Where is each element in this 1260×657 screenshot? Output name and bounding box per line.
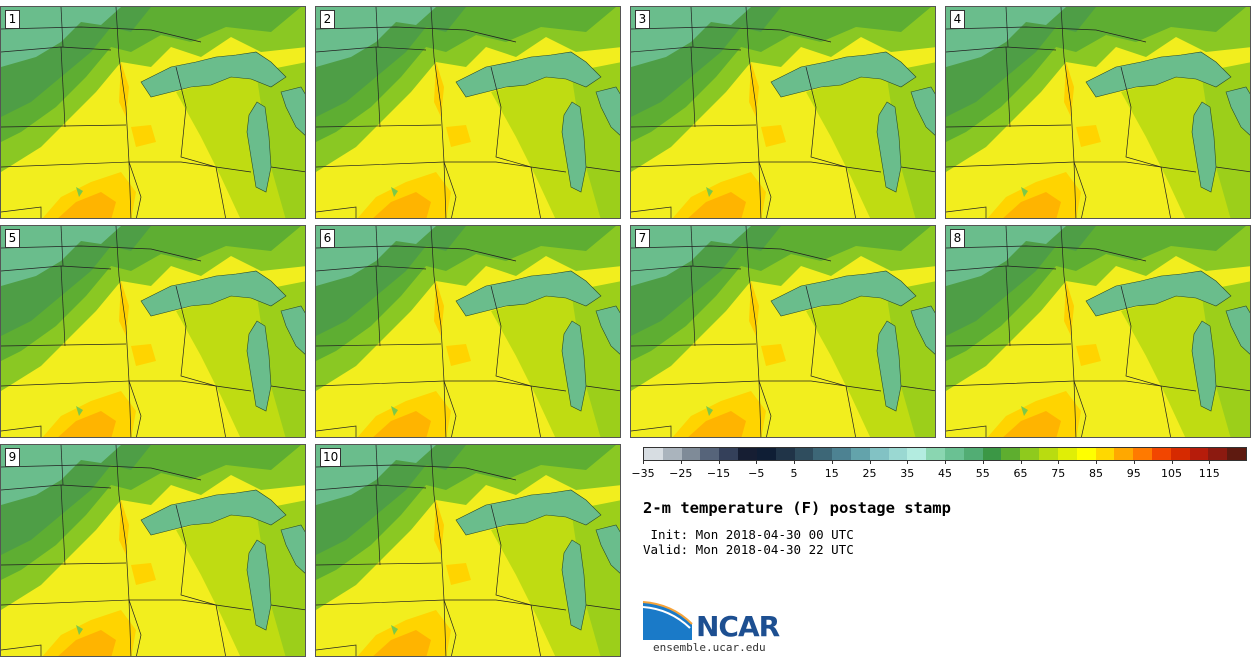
map-panel-6: 6 [315, 225, 621, 438]
colorbar-tick-mark [1020, 460, 1022, 464]
panel-number-label: 9 [5, 448, 20, 467]
panel-number-label: 5 [5, 229, 20, 248]
colorbar-tick-label: 5 [790, 467, 798, 480]
colorbar-swatch [662, 448, 682, 460]
colorbar-tick-label: 75 [1051, 467, 1066, 480]
colorbar-tick-label: 15 [824, 467, 839, 480]
colorbar-tick-label: 25 [862, 467, 877, 480]
colorbar-tick-label: 85 [1089, 467, 1103, 480]
map-panel-7: 7 [630, 225, 936, 438]
colorbar-swatch [719, 448, 739, 460]
map-panel-9: 9 [0, 444, 306, 657]
colorbar-tick-label: 35 [900, 467, 915, 480]
colorbar-tick-label: 55 [975, 467, 990, 480]
colorbar-swatch [681, 448, 701, 460]
colorbar-tick-mark [1209, 460, 1211, 464]
colorbar-tick-label: 105 [1161, 467, 1182, 480]
colorbar-swatch [888, 448, 908, 460]
map-panel-5: 5 [0, 225, 306, 438]
colorbar-tick-mark [831, 460, 833, 464]
panel-number-label: 7 [635, 229, 650, 248]
figure-title: 2-m temperature (F) postage stamp [643, 499, 951, 517]
colorbar-swatch [1189, 448, 1209, 460]
panel-number-label: 6 [320, 229, 335, 248]
colorbar-swatch [738, 448, 757, 460]
colorbar-swatch [1057, 448, 1077, 460]
init-time: Init: Mon 2018-04-30 00 UTC [643, 527, 854, 542]
colorbar-swatch [756, 448, 776, 460]
colorbar-swatch [945, 448, 964, 460]
colorbar-swatch [1227, 448, 1246, 460]
colorbar-swatch [1020, 448, 1040, 460]
colorbar-swatch [1039, 448, 1058, 460]
panel-number-label: 3 [635, 10, 650, 29]
colorbar-tick-label: −15 [706, 467, 731, 480]
colorbar-tick-mark [718, 460, 720, 464]
colorbar-swatch [907, 448, 927, 460]
temperature-colorbar [643, 447, 1247, 461]
map-panel-4: 4 [945, 6, 1251, 219]
colorbar-tick-mark [869, 460, 871, 464]
valid-time: Valid: Mon 2018-04-30 22 UTC [643, 542, 854, 557]
colorbar-swatch [1151, 448, 1171, 460]
colorbar-swatch [700, 448, 720, 460]
colorbar-swatch [1170, 448, 1190, 460]
colorbar-swatch [1001, 448, 1021, 460]
ncar-logo-icon [642, 601, 693, 640]
colorbar-tick-mark [1171, 460, 1173, 464]
colorbar-swatch [982, 448, 1002, 460]
colorbar-swatch [850, 448, 870, 460]
ensemble-url: ensemble.ucar.edu [653, 641, 766, 654]
colorbar-tick-label: −25 [669, 467, 693, 480]
map-panel-8: 8 [945, 225, 1251, 438]
colorbar-swatch [1076, 448, 1096, 460]
colorbar-swatch [775, 448, 795, 460]
colorbar-tick-mark [1096, 460, 1097, 464]
colorbar-swatch [1133, 448, 1152, 460]
colorbar-swatch [813, 448, 833, 460]
panel-number-label: 10 [320, 448, 342, 467]
colorbar-swatch [794, 448, 814, 460]
colorbar-tick-label: −5 [748, 467, 765, 480]
colorbar-tick-mark [643, 460, 644, 464]
colorbar-tick-label: −35 [631, 467, 655, 480]
colorbar-tick-label: 65 [1013, 467, 1028, 480]
map-panel-2: 2 [315, 6, 621, 219]
colorbar-swatch [963, 448, 983, 460]
colorbar-tick-mark [680, 460, 682, 464]
ncar-logo-text: NCAR [696, 610, 780, 643]
colorbar-tick-mark [945, 460, 946, 464]
colorbar-swatch [644, 448, 663, 460]
colorbar-swatch [832, 448, 851, 460]
colorbar-swatch [869, 448, 889, 460]
panel-number-label: 4 [950, 10, 965, 29]
colorbar-tick-mark [1058, 460, 1060, 464]
colorbar-swatch [926, 448, 945, 460]
colorbar-tick-label: 115 [1198, 467, 1220, 480]
panel-number-label: 2 [320, 10, 335, 29]
colorbar-tick-mark [756, 460, 758, 464]
colorbar-swatch [1208, 448, 1228, 460]
colorbar-tick-mark [794, 460, 795, 464]
colorbar-tick-mark [907, 460, 909, 464]
colorbar-tick-label: 45 [938, 467, 952, 480]
colorbar-swatch [1095, 448, 1115, 460]
colorbar-tick-label: 95 [1126, 467, 1141, 480]
map-panel-10: 10 [315, 444, 621, 657]
colorbar-tick-mark [1133, 460, 1135, 464]
colorbar-tick-mark [982, 460, 984, 464]
map-panel-3: 3 [630, 6, 936, 219]
map-panel-1: 1 [0, 6, 306, 219]
panel-number-label: 8 [950, 229, 965, 248]
panel-number-label: 1 [5, 10, 20, 29]
colorbar-swatch [1114, 448, 1134, 460]
